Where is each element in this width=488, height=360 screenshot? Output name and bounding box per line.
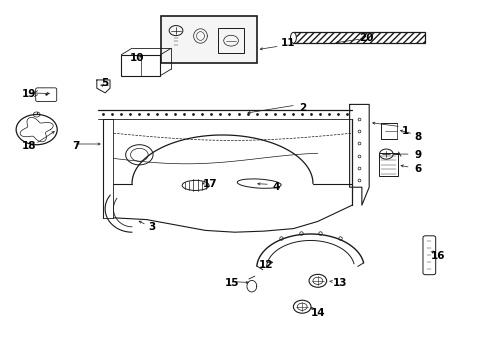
Bar: [378, 153, 397, 176]
Text: 20: 20: [359, 33, 373, 43]
Text: 6: 6: [414, 164, 421, 174]
Text: 3: 3: [148, 222, 155, 232]
Bar: [121, 55, 160, 76]
Text: 16: 16: [429, 251, 444, 261]
Bar: [293, 32, 425, 43]
Text: 17: 17: [203, 179, 217, 189]
Bar: [161, 16, 256, 63]
Text: 9: 9: [414, 150, 421, 160]
Text: 15: 15: [224, 278, 239, 288]
Text: 11: 11: [281, 38, 295, 48]
Text: 14: 14: [310, 308, 325, 318]
Text: 12: 12: [259, 260, 273, 270]
Text: 10: 10: [129, 53, 144, 63]
Text: 18: 18: [22, 141, 37, 151]
Text: 2: 2: [299, 103, 306, 113]
Text: 7: 7: [72, 141, 80, 151]
Text: 1: 1: [402, 126, 408, 136]
Text: 13: 13: [332, 278, 346, 288]
Text: 8: 8: [414, 132, 421, 142]
Text: 4: 4: [272, 182, 280, 192]
Text: 19: 19: [22, 89, 37, 99]
Bar: [217, 28, 244, 53]
Ellipse shape: [290, 32, 296, 43]
Text: 5: 5: [102, 78, 108, 88]
